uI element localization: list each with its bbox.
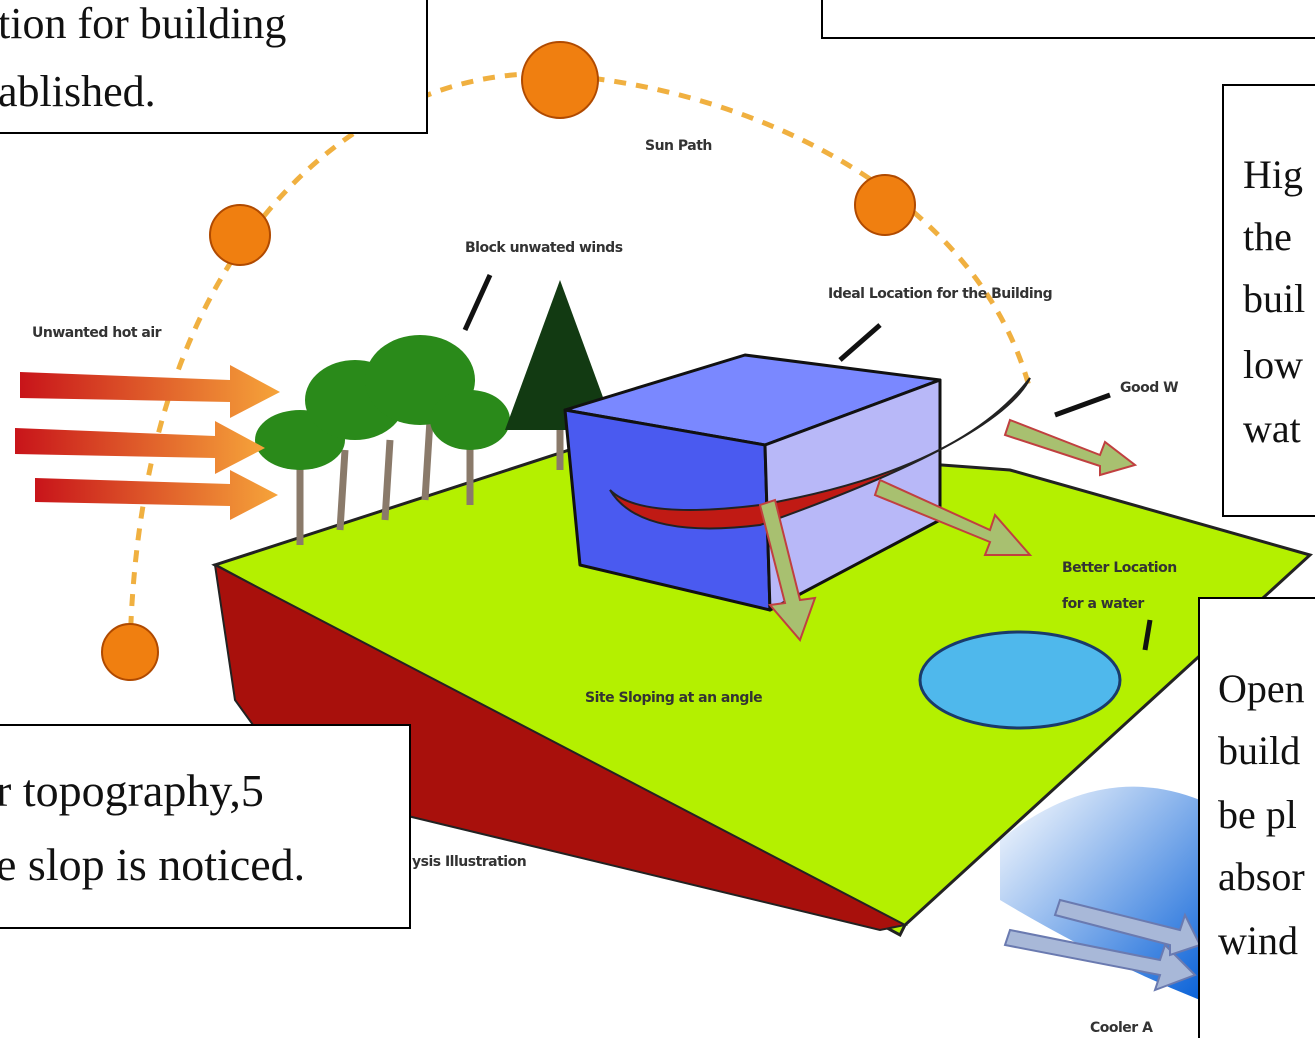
text-box: tion for building ablished.	[0, 0, 427, 133]
box-line: wind	[1218, 918, 1298, 963]
text-box: r topography,5 e slop is noticed.	[0, 725, 410, 928]
box-line: be pl	[1218, 792, 1297, 837]
box-line: buil	[1243, 276, 1305, 321]
box-line: r topography,5	[0, 765, 264, 816]
slide: Sun Path Block unwated winds Ideal Locat…	[0, 0, 1315, 1038]
box-line: build	[1218, 728, 1300, 773]
box-line: low	[1243, 342, 1303, 387]
diagram-label: Block unwated winds	[465, 240, 623, 256]
diagram-label: ysis Illustration	[412, 854, 526, 870]
text-box: Open build be pl absor wind	[1199, 598, 1315, 1038]
diagram-label: Site Sloping at an angle	[585, 690, 762, 706]
box-line: Open	[1218, 666, 1305, 711]
box-line: wat	[1243, 406, 1301, 451]
box-line: Hig	[1243, 152, 1303, 197]
text-box	[822, 0, 1315, 38]
hot-air-arrows	[15, 365, 280, 520]
diagram-label: Cooler A	[1090, 1020, 1153, 1036]
box-line: e slop is noticed.	[0, 839, 305, 890]
diagram-label: Ideal Location for the Building	[828, 286, 1052, 302]
box-line: absor	[1218, 854, 1305, 899]
diagram-label: for a water	[1062, 596, 1144, 612]
diagram-label: Better Location	[1062, 560, 1177, 576]
box-line: tion for building	[0, 0, 286, 48]
box-line: ablished.	[0, 67, 156, 116]
text-box: Hig the buil low wat	[1223, 85, 1315, 516]
diagram-label: Sun Path	[645, 138, 712, 154]
box-line: the	[1243, 214, 1292, 259]
diagram-label: Unwanted hot air	[32, 325, 162, 341]
pond	[920, 632, 1120, 728]
diagram-label: Good W	[1120, 380, 1178, 396]
